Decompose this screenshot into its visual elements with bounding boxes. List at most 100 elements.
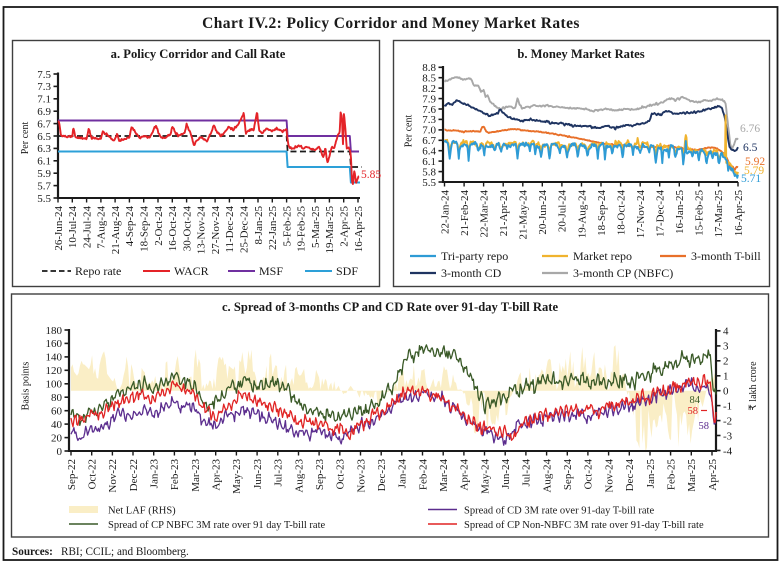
svg-text:100: 100 bbox=[46, 379, 63, 391]
svg-text:5.9: 5.9 bbox=[37, 168, 51, 180]
svg-text:Apr-23: Apr-23 bbox=[211, 459, 223, 491]
svg-text:6.7: 6.7 bbox=[37, 118, 51, 130]
svg-text:Mar-23: Mar-23 bbox=[190, 459, 202, 492]
svg-text:6.4: 6.4 bbox=[422, 146, 436, 158]
svg-text:b. Money Market Rates: b. Money Market Rates bbox=[517, 47, 644, 61]
svg-text:58: 58 bbox=[699, 421, 710, 432]
svg-text:Dec-24: Dec-24 bbox=[624, 459, 636, 492]
svg-text:Mar-24: Mar-24 bbox=[438, 459, 450, 492]
svg-text:6.1: 6.1 bbox=[37, 156, 51, 168]
svg-text:6.5: 6.5 bbox=[37, 131, 51, 143]
svg-text:21-Aug-24: 21-Aug-24 bbox=[110, 206, 122, 255]
svg-text:Aug-24: Aug-24 bbox=[541, 459, 553, 493]
svg-text:Tri-party repo: Tri-party repo bbox=[441, 249, 508, 263]
svg-text:4: 4 bbox=[723, 326, 729, 338]
svg-text:5.71: 5.71 bbox=[741, 173, 761, 185]
svg-text:Sep-23: Sep-23 bbox=[314, 459, 326, 491]
svg-text:Dec-23: Dec-23 bbox=[376, 459, 388, 492]
svg-text:16-Jan-25: 16-Jan-25 bbox=[674, 190, 686, 234]
svg-text:Feb-23: Feb-23 bbox=[169, 459, 181, 491]
svg-text:18-Sep-24: 18-Sep-24 bbox=[139, 206, 151, 252]
svg-text:21-Feb-24: 21-Feb-24 bbox=[459, 190, 471, 236]
svg-text:Net LAF (RHS): Net LAF (RHS) bbox=[108, 506, 176, 517]
svg-text:WACR: WACR bbox=[174, 264, 209, 278]
svg-text:-3: -3 bbox=[723, 430, 733, 442]
svg-text:13-Nov-24: 13-Nov-24 bbox=[196, 206, 208, 255]
svg-text:Oct-22: Oct-22 bbox=[86, 459, 98, 490]
svg-text:Sep-24: Sep-24 bbox=[562, 459, 574, 491]
svg-text:Jan-23: Jan-23 bbox=[149, 459, 161, 489]
svg-text:a. Policy Corridor and Call Ra: a. Policy Corridor and Call Rate bbox=[111, 47, 286, 61]
svg-text:80: 80 bbox=[51, 392, 63, 404]
svg-text:10-Jul-24: 10-Jul-24 bbox=[67, 206, 79, 249]
svg-text:7.6: 7.6 bbox=[422, 104, 436, 116]
svg-text:Jan-24: Jan-24 bbox=[397, 459, 409, 489]
svg-text:30-Oct-24: 30-Oct-24 bbox=[181, 206, 193, 252]
svg-text:7.0: 7.0 bbox=[422, 125, 436, 137]
svg-text:8.5: 8.5 bbox=[422, 73, 436, 85]
svg-text:-2: -2 bbox=[723, 415, 732, 427]
svg-text:6.3: 6.3 bbox=[37, 143, 51, 155]
svg-text:7.5: 7.5 bbox=[37, 69, 51, 81]
svg-text:21-Apr-24: 21-Apr-24 bbox=[498, 190, 510, 237]
svg-text:Apr-25: Apr-25 bbox=[707, 459, 719, 491]
svg-text:-4: -4 bbox=[723, 445, 733, 457]
svg-text:6.7: 6.7 bbox=[422, 135, 436, 147]
svg-text:Nov-23: Nov-23 bbox=[355, 459, 367, 493]
svg-text:Market repo: Market repo bbox=[573, 249, 632, 263]
svg-text:58: 58 bbox=[688, 406, 699, 417]
svg-text:Dec-22: Dec-22 bbox=[128, 459, 140, 491]
svg-text:Mar-25: Mar-25 bbox=[686, 459, 698, 492]
svg-text:Spread of CP Non-NBFC 3M rate: Spread of CP Non-NBFC 3M rate over 91-da… bbox=[464, 520, 704, 531]
svg-text:7.9: 7.9 bbox=[422, 93, 436, 105]
svg-text:Aug-23: Aug-23 bbox=[293, 459, 305, 493]
svg-text:0: 0 bbox=[723, 386, 729, 398]
svg-text:84: 84 bbox=[690, 395, 701, 406]
svg-text:Feb-24: Feb-24 bbox=[417, 459, 429, 491]
svg-text:7-Aug-24: 7-Aug-24 bbox=[96, 206, 108, 249]
svg-text:1: 1 bbox=[723, 371, 729, 383]
svg-text:7.1: 7.1 bbox=[37, 94, 51, 106]
svg-text:Basis points: Basis points bbox=[21, 362, 32, 411]
svg-text:2-Oct-24: 2-Oct-24 bbox=[153, 206, 165, 246]
svg-text:17-Mar-25: 17-Mar-25 bbox=[713, 190, 725, 238]
svg-text:Nov-24: Nov-24 bbox=[603, 459, 615, 493]
svg-text:Apr-24: Apr-24 bbox=[459, 459, 471, 491]
svg-text:27-Nov-24: 27-Nov-24 bbox=[210, 206, 222, 255]
svg-text:Repo rate: Repo rate bbox=[75, 264, 121, 278]
svg-text:19-Aug-24: 19-Aug-24 bbox=[576, 190, 588, 239]
svg-text:17-Nov-24: 17-Nov-24 bbox=[635, 190, 647, 239]
svg-text:140: 140 bbox=[46, 352, 63, 364]
svg-text:16-Oct-24: 16-Oct-24 bbox=[167, 206, 179, 252]
svg-text:22-Mar-24: 22-Mar-24 bbox=[478, 190, 490, 238]
svg-text:4-Sep-24: 4-Sep-24 bbox=[124, 206, 136, 247]
svg-text:20-Jul-24: 20-Jul-24 bbox=[557, 190, 569, 233]
svg-text:c. Spread of 3-months CP and C: c. Spread of 3-months CP and CD Rate ove… bbox=[222, 300, 558, 314]
svg-text:5.5: 5.5 bbox=[37, 193, 51, 205]
svg-text:5-Feb-25: 5-Feb-25 bbox=[281, 206, 293, 247]
svg-text:Oct-23: Oct-23 bbox=[335, 459, 347, 490]
svg-text:Sep-22: Sep-22 bbox=[66, 459, 78, 490]
svg-text:60: 60 bbox=[51, 405, 63, 417]
svg-text:19-Mar-25: 19-Mar-25 bbox=[324, 206, 336, 254]
svg-text:11-Dec-24: 11-Dec-24 bbox=[224, 206, 236, 253]
svg-text:MSF: MSF bbox=[259, 264, 283, 278]
svg-text:7.3: 7.3 bbox=[422, 114, 436, 126]
svg-text:17-Dec-24: 17-Dec-24 bbox=[655, 190, 667, 238]
svg-text:Sources:: Sources: bbox=[12, 546, 53, 558]
svg-text:3: 3 bbox=[723, 341, 729, 353]
svg-text:21-May-24: 21-May-24 bbox=[518, 190, 530, 240]
svg-text:Chart IV.2: Policy Corridor an: Chart IV.2: Policy Corridor and Money Ma… bbox=[202, 15, 580, 32]
svg-text:Spread of CP NBFC 3M rate over: Spread of CP NBFC 3M rate over 91 day T-… bbox=[108, 520, 326, 531]
svg-text:40: 40 bbox=[51, 419, 63, 431]
svg-text:25-Dec-24: 25-Dec-24 bbox=[239, 206, 251, 254]
svg-text:6.1: 6.1 bbox=[422, 156, 436, 168]
svg-text:18-Oct-24: 18-Oct-24 bbox=[615, 190, 627, 236]
svg-text:8.2: 8.2 bbox=[422, 83, 436, 95]
svg-text:Jun-23: Jun-23 bbox=[252, 459, 264, 489]
svg-text:3-month CP (NBFC): 3-month CP (NBFC) bbox=[573, 266, 673, 280]
svg-text:180: 180 bbox=[46, 325, 63, 337]
svg-text:Spread of CD 3M rate over 91-d: Spread of CD 3M rate over 91-day T-bill … bbox=[464, 506, 654, 517]
svg-text:May-24: May-24 bbox=[479, 459, 491, 494]
svg-text:May-23: May-23 bbox=[231, 459, 243, 494]
